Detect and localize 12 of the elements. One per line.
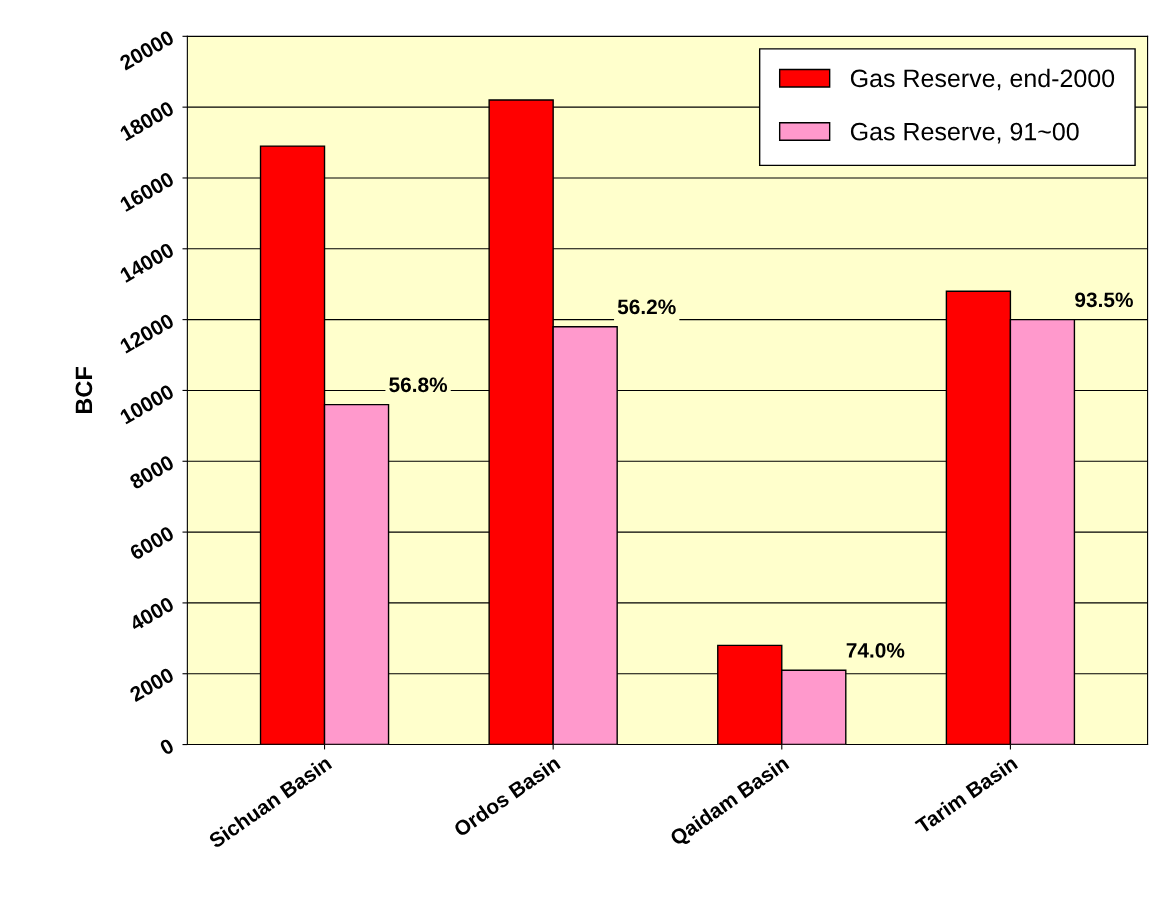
legend-label: Gas Reserve, end-2000 bbox=[850, 68, 1115, 91]
annotation: 56.2% bbox=[617, 299, 676, 315]
y-tick-label: 0 bbox=[158, 737, 175, 756]
y-tick-label: 4000 bbox=[128, 596, 175, 632]
y-tick-label: 6000 bbox=[128, 525, 175, 561]
legend-label: Gas Reserve, 91~00 bbox=[850, 122, 1079, 144]
annotation: 93.5% bbox=[1075, 292, 1133, 308]
y-tick-label: 2000 bbox=[128, 667, 175, 703]
annotation: 56.8% bbox=[389, 377, 448, 393]
annotation: 74.0% bbox=[846, 642, 905, 658]
y-tick-label: 8000 bbox=[128, 454, 175, 490]
y-axis-title: BCF bbox=[75, 367, 93, 414]
